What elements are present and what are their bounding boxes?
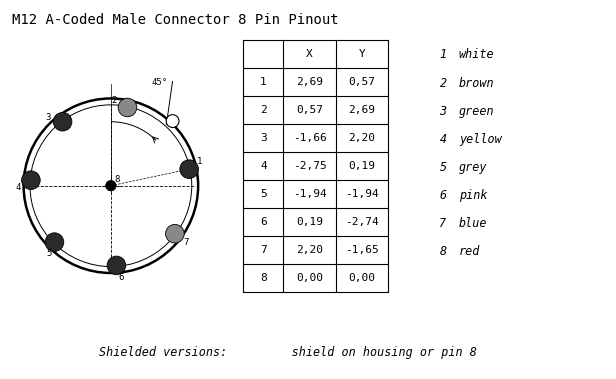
Circle shape [107, 256, 126, 275]
Text: 8: 8 [115, 175, 120, 184]
Text: 1: 1 [197, 157, 202, 166]
Text: -1,94: -1,94 [345, 189, 379, 199]
Text: 4: 4 [15, 183, 20, 192]
Text: 8: 8 [439, 245, 447, 258]
Text: 2: 2 [439, 77, 447, 89]
Text: 2,20: 2,20 [349, 133, 375, 143]
Circle shape [180, 160, 198, 179]
Text: Y: Y [359, 49, 365, 59]
Text: blue: blue [459, 217, 487, 230]
Text: 0,57: 0,57 [296, 105, 323, 115]
Text: 7: 7 [183, 238, 188, 247]
Text: green: green [459, 105, 495, 117]
Circle shape [54, 113, 72, 131]
Text: 4: 4 [260, 161, 267, 171]
Text: 0,19: 0,19 [349, 161, 375, 171]
Text: 6: 6 [118, 273, 123, 282]
Text: -1,94: -1,94 [293, 189, 326, 199]
Text: grey: grey [459, 161, 487, 174]
Text: 5: 5 [260, 189, 267, 199]
Text: 3: 3 [46, 113, 51, 122]
Text: -2,75: -2,75 [293, 161, 326, 171]
Circle shape [106, 180, 116, 191]
Text: 0,00: 0,00 [349, 273, 375, 283]
Text: M12 A-Coded Male Connector 8 Pin Pinout: M12 A-Coded Male Connector 8 Pin Pinout [12, 13, 339, 27]
Text: red: red [459, 245, 480, 258]
Text: 0,00: 0,00 [296, 273, 323, 283]
Text: 6: 6 [260, 217, 267, 227]
Text: 0,19: 0,19 [296, 217, 323, 227]
Text: 1: 1 [439, 49, 447, 61]
Text: Shielded versions:: Shielded versions: [99, 346, 227, 359]
Text: 3: 3 [439, 105, 447, 117]
Text: yellow: yellow [459, 133, 501, 146]
Text: 4: 4 [439, 133, 447, 146]
Circle shape [22, 171, 40, 190]
Text: 6: 6 [439, 189, 447, 202]
Text: X: X [306, 49, 313, 59]
Text: 2,69: 2,69 [296, 77, 323, 87]
Text: brown: brown [459, 77, 495, 89]
Text: 2,69: 2,69 [349, 105, 375, 115]
Text: 1: 1 [260, 77, 267, 87]
Text: 45°: 45° [152, 78, 168, 87]
Text: 3: 3 [260, 133, 267, 143]
Circle shape [118, 98, 137, 117]
Text: 8: 8 [260, 273, 267, 283]
Text: 7: 7 [439, 217, 447, 230]
Text: 2: 2 [111, 96, 117, 105]
Circle shape [166, 115, 179, 127]
Circle shape [45, 233, 64, 251]
Text: -2,74: -2,74 [345, 217, 379, 227]
Text: 7: 7 [260, 245, 267, 255]
Text: 0,57: 0,57 [349, 77, 375, 87]
Text: 2: 2 [260, 105, 267, 115]
Text: -1,65: -1,65 [345, 245, 379, 255]
Text: shield on housing or pin 8: shield on housing or pin 8 [256, 346, 477, 359]
Text: 2,20: 2,20 [296, 245, 323, 255]
Circle shape [166, 224, 184, 243]
Text: white: white [459, 49, 495, 61]
Text: 5: 5 [439, 161, 447, 174]
Text: 5: 5 [46, 249, 51, 258]
Text: pink: pink [459, 189, 487, 202]
Text: -1,66: -1,66 [293, 133, 326, 143]
